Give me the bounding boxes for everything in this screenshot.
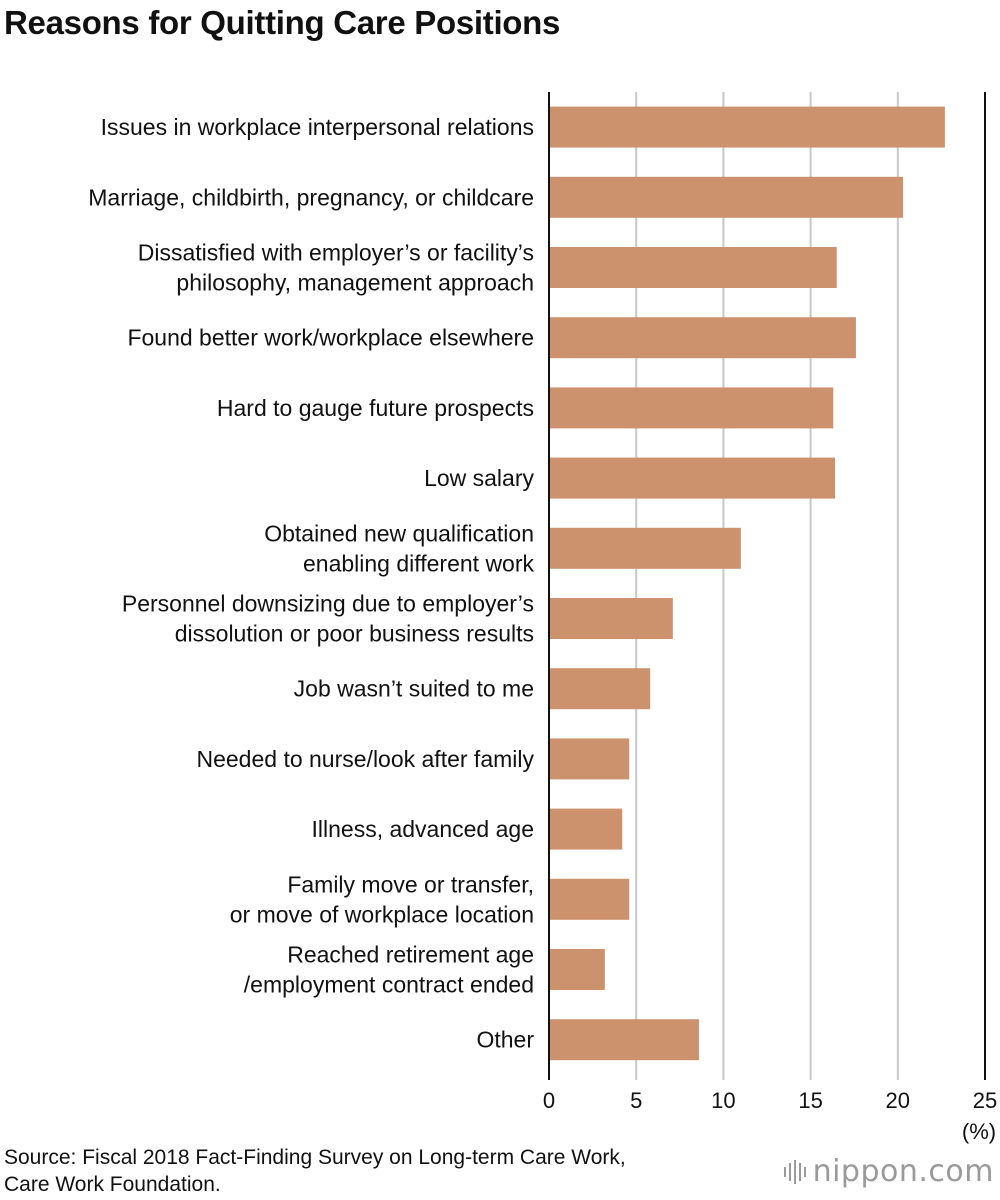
category-label-2: Marriage, childbirth, pregnancy, or chil… <box>88 184 534 210</box>
category-label-7-line-2: enabling different work <box>303 550 534 576</box>
x-tick-label-0: 0 <box>543 1088 555 1113</box>
bar-11 <box>550 808 623 850</box>
bar-5 <box>550 387 834 429</box>
category-label-14: Other <box>476 1027 534 1053</box>
bar-6 <box>550 457 836 499</box>
category-label-13-line-1: Reached retirement age <box>287 942 534 968</box>
bar-2 <box>550 176 904 218</box>
bars <box>550 106 945 1061</box>
x-tick-label-5: 5 <box>630 1088 642 1113</box>
category-label-11: Illness, advanced age <box>312 816 535 842</box>
brand-logo: nippon.com <box>783 1154 994 1189</box>
category-label-3-line-2: philosophy, management approach <box>176 270 534 296</box>
bar-13 <box>550 949 605 990</box>
x-tick-label-10: 10 <box>711 1088 735 1113</box>
x-tick-label-20: 20 <box>886 1088 910 1113</box>
bar-4 <box>550 317 856 359</box>
brand-name: nippon.com <box>812 1154 994 1189</box>
category-label-3-line-1: Dissatisfied with employer’s or facility… <box>138 240 534 266</box>
source-note: Source: Fiscal 2018 Fact-Finding Survey … <box>4 1144 626 1198</box>
x-tick-label-15: 15 <box>798 1088 822 1113</box>
source-line-1: Source: Fiscal 2018 Fact-Finding Survey … <box>4 1146 626 1169</box>
bar-7 <box>550 527 741 569</box>
category-label-8-line-1: Personnel downsizing due to employer’s <box>122 591 534 617</box>
grid-lines <box>635 92 899 1080</box>
axes <box>548 92 986 1080</box>
category-labels: Issues in workplace interpersonal relati… <box>88 114 534 1053</box>
bar-12 <box>550 878 630 920</box>
category-label-10: Needed to nurse/look after family <box>196 746 534 772</box>
category-label-13-line-2: /employment contract ended <box>244 972 534 998</box>
category-label-12-line-1: Family move or transfer, <box>287 871 534 897</box>
source-line-2: Care Work Foundation. <box>4 1173 221 1196</box>
category-label-4: Found better work/workplace elsewhere <box>127 325 534 351</box>
bar-8 <box>550 598 673 639</box>
bar-14 <box>550 1019 699 1061</box>
bar-3 <box>550 247 837 288</box>
category-label-9: Job wasn’t suited to me <box>294 676 534 702</box>
chart-title: Reasons for Quitting Care Positions <box>4 4 561 41</box>
category-label-5: Hard to gauge future prospects <box>217 395 534 421</box>
category-label-12-line-2: or move of workplace location <box>230 901 534 927</box>
category-label-7-line-1: Obtained new qualification <box>264 520 534 546</box>
nippon-logo-icon <box>783 1159 806 1184</box>
bar-1 <box>550 106 945 148</box>
bar-10 <box>550 738 630 780</box>
category-label-1: Issues in workplace interpersonal relati… <box>101 114 534 140</box>
category-label-6: Low salary <box>424 465 534 491</box>
x-axis-unit-label: (%) <box>962 1119 996 1144</box>
x-tick-label-25: 25 <box>973 1088 997 1113</box>
tick-labels: 0 5 10 15 20 25 (%) <box>543 1088 997 1144</box>
category-label-8-line-2: dissolution or poor business results <box>175 621 534 647</box>
bar-9 <box>550 668 651 710</box>
